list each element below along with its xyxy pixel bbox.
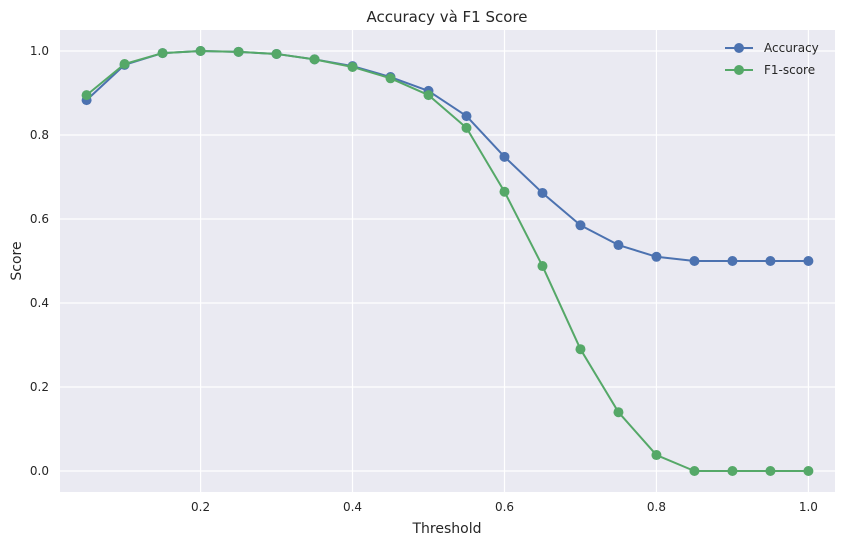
legend-label-f1-score: F1-score	[764, 63, 815, 77]
x-tick-label: 0.2	[191, 500, 210, 514]
x-tick-label: 0.4	[343, 500, 362, 514]
y-tick-label: 0.4	[30, 296, 49, 310]
y-tick-label: 0.2	[30, 380, 49, 394]
data-point-f1-score	[233, 46, 244, 57]
data-point-f1-score	[385, 73, 396, 84]
x-tick-label: 1.0	[799, 500, 818, 514]
data-point-f1-score	[347, 61, 358, 72]
data-point-accuracy	[575, 220, 586, 231]
x-tick-labels: 0.2 0.4 0.6 0.8 1.0	[191, 500, 818, 514]
legend: Accuracy F1-score	[725, 41, 819, 77]
legend-item-accuracy: Accuracy	[725, 41, 819, 55]
y-tick-label: 0.8	[30, 128, 49, 142]
data-point-f1-score	[803, 466, 814, 476]
legend-item-f1-score: F1-score	[725, 63, 815, 77]
grid	[60, 30, 835, 492]
series-line-f1-score	[85, 50, 809, 472]
data-point-accuracy	[499, 151, 510, 162]
x-axis-label: Threshold	[412, 521, 482, 537]
chart-title: Accuracy và F1 Score	[366, 8, 527, 26]
data-point-accuracy	[613, 240, 624, 251]
series-f1-score	[81, 46, 814, 476]
data-point-f1-score	[81, 90, 92, 101]
data-point-accuracy	[765, 256, 776, 266]
data-point-f1-score	[651, 450, 662, 461]
x-tick-label: 0.8	[647, 500, 666, 514]
data-point-f1-score	[575, 344, 586, 355]
x-tick-label: 0.6	[495, 500, 514, 514]
data-point-f1-score	[157, 48, 168, 59]
data-point-f1-score	[537, 261, 548, 272]
data-point-accuracy	[537, 187, 548, 198]
data-point-f1-score	[309, 54, 320, 65]
data-point-f1-score	[423, 90, 434, 101]
y-tick-label: 1.0	[30, 44, 49, 58]
data-point-accuracy	[651, 251, 662, 262]
data-point-accuracy	[461, 111, 472, 122]
y-tick-label: 0.0	[30, 464, 49, 478]
data-point-f1-score	[119, 59, 130, 70]
data-point-accuracy	[803, 256, 814, 266]
data-point-f1-score	[499, 186, 510, 197]
legend-marker-f1-score	[734, 65, 744, 75]
data-point-f1-score	[765, 466, 776, 476]
y-tick-labels: 0.0 0.2 0.4 0.6 0.8 1.0	[30, 44, 49, 478]
data-point-f1-score	[461, 122, 472, 133]
y-axis-label: Score	[9, 241, 25, 280]
data-point-f1-score	[195, 46, 206, 56]
series-layer	[81, 46, 814, 476]
data-point-f1-score	[271, 48, 282, 59]
data-point-f1-score	[727, 466, 738, 476]
data-point-f1-score	[613, 407, 624, 418]
legend-marker-accuracy	[734, 43, 744, 53]
data-point-accuracy	[727, 256, 738, 266]
legend-label-accuracy: Accuracy	[764, 41, 819, 55]
data-point-f1-score	[689, 466, 700, 476]
data-point-accuracy	[689, 256, 700, 266]
y-tick-label: 0.6	[30, 212, 49, 226]
